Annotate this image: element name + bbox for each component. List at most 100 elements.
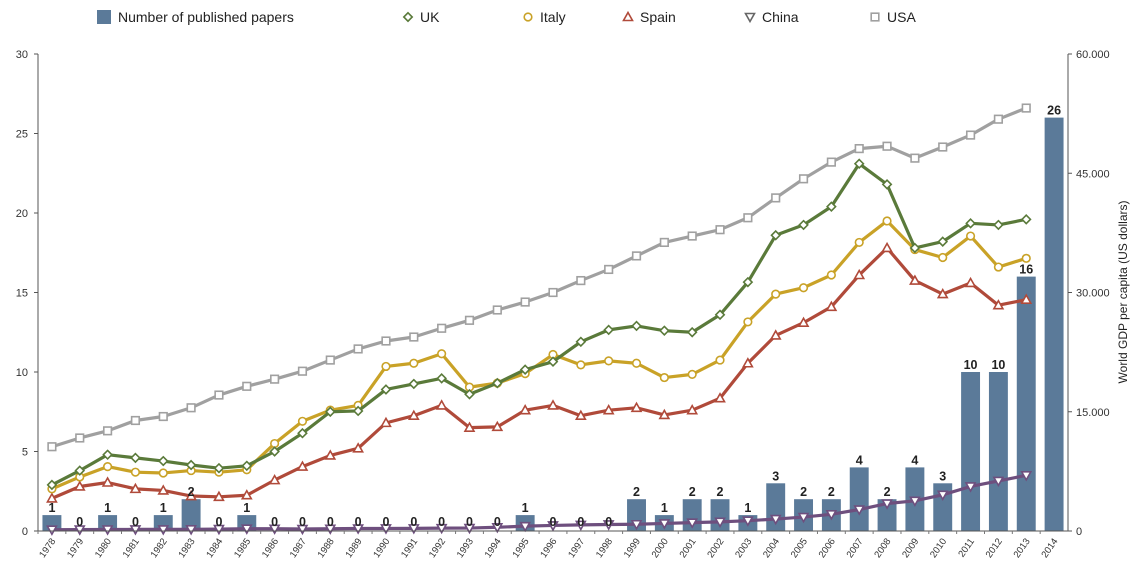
series-point [631, 251, 642, 261]
series-point [464, 315, 475, 325]
series-point [296, 524, 309, 536]
series-point [687, 369, 697, 379]
left-tick-label: 30 [16, 49, 28, 61]
series-point [213, 524, 225, 536]
x-tick-label: 1997 [566, 536, 587, 560]
series-point [463, 421, 476, 432]
legend-label: USA [887, 9, 916, 25]
series-point [214, 390, 224, 400]
series-point [102, 462, 113, 472]
series-point [297, 427, 308, 439]
series-point [520, 297, 530, 307]
series-point [937, 236, 949, 247]
series-point [965, 130, 976, 140]
right-tick-label: 15.000 [1076, 407, 1110, 419]
series-point [743, 213, 753, 223]
bar-value-label: 2 [884, 485, 891, 499]
series-point [129, 525, 142, 536]
series-point [964, 276, 977, 288]
series-point [185, 459, 197, 471]
series-point [547, 521, 559, 532]
series-point [409, 332, 419, 342]
series-point [909, 274, 921, 285]
series-point [826, 201, 837, 212]
x-tick-label: 1984 [204, 536, 225, 560]
series-point [1020, 471, 1033, 482]
series-point [324, 524, 337, 535]
series-point [297, 416, 308, 426]
bar-value-label: 0 [355, 515, 362, 529]
series-point [686, 404, 699, 415]
series-point [602, 520, 615, 531]
series-point [771, 193, 781, 203]
x-tick-label: 1994 [483, 536, 504, 560]
series-point [101, 476, 114, 487]
series-spain [46, 241, 1033, 503]
series-point [659, 325, 670, 336]
series-uk [46, 158, 1032, 491]
series-point [575, 336, 587, 348]
series-point [324, 449, 337, 460]
x-tick-label: 2003 [733, 536, 754, 560]
series-point [770, 229, 782, 241]
series-point [297, 366, 308, 376]
series-point [853, 505, 866, 516]
legend-label: UK [420, 9, 440, 25]
series-point [604, 356, 614, 366]
series-point [186, 403, 196, 413]
bar-value-label: 3 [772, 469, 779, 483]
series-point [158, 411, 168, 422]
bar-value-label: 4 [856, 453, 863, 467]
series-point [631, 320, 642, 332]
bar-value-label: 0 [577, 515, 584, 529]
series-point [743, 317, 753, 327]
series-point [547, 399, 559, 410]
series-point [909, 242, 921, 254]
series-point [74, 465, 86, 476]
series-point [519, 521, 532, 533]
series-point [993, 219, 1004, 231]
series-point [936, 490, 949, 501]
series-point [158, 468, 168, 478]
x-tick-label: 1986 [260, 536, 281, 560]
bar-value-label: 0 [382, 515, 389, 529]
bar [961, 372, 981, 531]
legend-label: Spain [640, 9, 676, 25]
series-point [714, 392, 726, 403]
series-point [825, 300, 838, 312]
left-tick-label: 20 [16, 208, 28, 220]
series-point [492, 305, 502, 315]
bar-value-label: 10 [964, 358, 978, 372]
x-tick-label: 1988 [316, 536, 337, 560]
series-point [242, 381, 252, 391]
series-point [213, 490, 225, 502]
series-point [408, 378, 420, 390]
series-point [602, 404, 615, 415]
series-point [1021, 103, 1031, 113]
series-point [714, 309, 726, 321]
series-point [491, 377, 503, 389]
line-series [46, 103, 1033, 536]
series-point [798, 219, 809, 231]
bar-value-label: 1 [48, 501, 55, 515]
bar-value-label: 0 [494, 515, 501, 529]
left-tick-label: 0 [22, 526, 28, 538]
series-italy [47, 216, 1031, 494]
x-tick-label: 1982 [149, 536, 170, 560]
bar-value-label: 2 [689, 485, 696, 499]
series-point [993, 262, 1004, 272]
series-point [240, 489, 253, 500]
series-point [269, 446, 280, 457]
series-point [213, 462, 225, 474]
series-point [463, 523, 476, 535]
series-line [51, 162, 1027, 487]
series-point [741, 516, 754, 527]
series-point [826, 270, 836, 280]
series-point [769, 514, 782, 526]
series-point [268, 524, 281, 535]
x-tick-label: 1981 [121, 536, 142, 560]
x-tick-label: 2013 [1012, 536, 1033, 560]
series-point [909, 496, 921, 507]
series-point [658, 408, 671, 420]
